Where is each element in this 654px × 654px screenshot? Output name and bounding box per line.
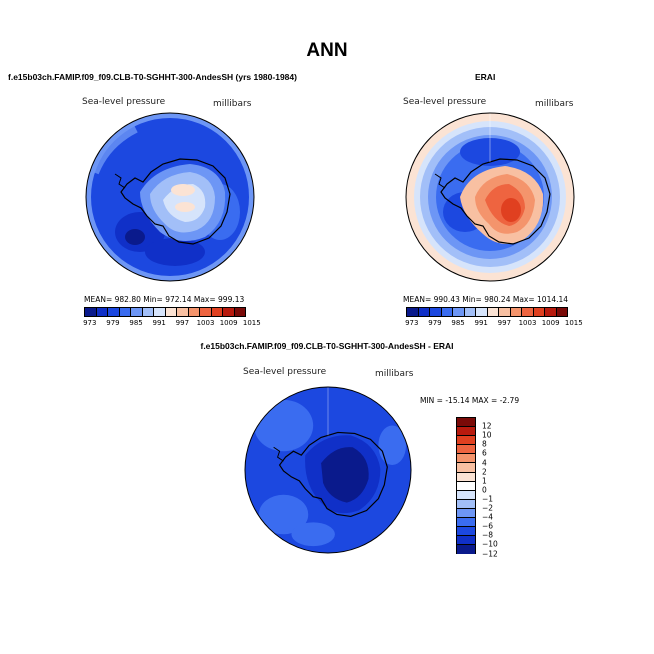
colorbar-tick-label: 8	[482, 439, 487, 449]
colorbar-tick-label: 2	[482, 467, 487, 477]
colorbar-tick-label: 985	[129, 319, 143, 327]
colorbar-tick-label: 979	[428, 319, 442, 327]
colorbar-tick-label: −2	[482, 503, 494, 513]
colorbar-tick-label: 1003	[196, 319, 215, 327]
colorbar-swatch	[545, 308, 557, 316]
model-colorbar	[84, 307, 246, 317]
colorbar-swatch	[522, 308, 534, 316]
colorbar-swatch	[510, 308, 522, 316]
colorbar-tick-label: 973	[405, 319, 419, 327]
colorbar-tick-label: −8	[482, 530, 494, 540]
colorbar-swatch	[457, 545, 475, 555]
diff-stats: MIN = -15.14 MAX = -2.79	[420, 396, 520, 405]
colorbar-swatch	[487, 308, 499, 316]
colorbar-swatch	[418, 308, 430, 316]
model-units-label: millibars	[213, 99, 252, 109]
colorbar-tick-label: −1	[482, 494, 494, 504]
colorbar-swatch	[457, 418, 475, 428]
colorbar-tick-label: 10	[482, 430, 492, 440]
obs-stats: MEAN= 990.43 Min= 980.24 Max= 1014.14	[403, 295, 569, 304]
colorbar-swatch	[96, 308, 108, 316]
colorbar-swatch	[457, 454, 475, 464]
colorbar-tick-label: 1	[482, 476, 487, 486]
colorbar-swatch	[457, 499, 475, 509]
diff-panel-title: f.e15b03ch.FAMIP.f09_f09.CLB-T0-SGHHT-30…	[200, 341, 454, 351]
colorbar-swatch	[142, 308, 154, 316]
colorbar-tick-label: 991	[152, 319, 166, 327]
colorbar-swatch	[211, 308, 223, 316]
colorbar-swatch	[131, 308, 143, 316]
colorbar-swatch	[499, 308, 511, 316]
colorbar-swatch	[476, 308, 488, 316]
colorbar-swatch	[457, 445, 475, 455]
colorbar-swatch	[430, 308, 442, 316]
diff-slp-map	[244, 386, 412, 554]
colorbar-swatch	[457, 481, 475, 491]
colorbar-tick-label: 1015	[242, 319, 261, 327]
colorbar-tick-label: 0	[482, 485, 487, 495]
colorbar-swatch	[165, 308, 177, 316]
colorbar-swatch	[457, 536, 475, 546]
colorbar-swatch	[457, 436, 475, 446]
colorbar-swatch	[533, 308, 545, 316]
colorbar-swatch	[108, 308, 120, 316]
colorbar-swatch	[200, 308, 212, 316]
obs-colorbar-labels: 973 979 985 991 997 1003 1009 1015	[405, 319, 583, 329]
diff-variable-label: Sea-level pressure	[243, 367, 327, 377]
colorbar-swatch	[234, 308, 245, 316]
model-stats: MEAN= 982.80 Min= 972.14 Max= 999.13	[84, 295, 245, 304]
colorbar-tick-label: −6	[482, 521, 494, 531]
colorbar-swatch	[457, 527, 475, 537]
colorbar-swatch	[457, 490, 475, 500]
colorbar-swatch	[457, 508, 475, 519]
colorbar-swatch	[457, 427, 475, 437]
obs-colorbar	[406, 307, 568, 317]
colorbar-tick-label: −4	[482, 512, 494, 522]
diff-coastline	[278, 431, 388, 518]
diff-colorbar	[456, 417, 476, 555]
obs-coastline	[440, 158, 551, 245]
colorbar-swatch	[457, 472, 475, 482]
colorbar-tick-label: 1009	[541, 319, 560, 327]
colorbar-swatch	[556, 308, 567, 316]
obs-units-label: millibars	[535, 99, 574, 109]
colorbar-tick-label: 1009	[219, 319, 238, 327]
colorbar-swatch	[223, 308, 235, 316]
colorbar-tick-label: 985	[451, 319, 465, 327]
colorbar-swatch	[188, 308, 200, 316]
colorbar-tick-label: 997	[497, 319, 512, 327]
model-panel-title: f.e15b03ch.FAMIP.f09_f09.CLB-T0-SGHHT-30…	[8, 72, 297, 82]
colorbar-swatch	[119, 308, 131, 316]
obs-variable-label: Sea-level pressure	[403, 97, 487, 107]
figure-title: ANN	[306, 40, 348, 61]
colorbar-swatch	[453, 308, 465, 316]
colorbar-tick-label: 973	[83, 319, 97, 327]
colorbar-swatch	[407, 308, 419, 316]
colorbar-tick-label: 979	[106, 319, 120, 327]
model-coastline	[120, 158, 231, 245]
colorbar-tick-label: 12	[482, 421, 492, 431]
model-variable-label: Sea-level pressure	[82, 97, 166, 107]
obs-slp-map	[405, 112, 575, 282]
diff-units-label: millibars	[375, 369, 414, 379]
colorbar-swatch	[441, 308, 453, 316]
colorbar-swatch	[154, 308, 166, 316]
colorbar-swatch	[464, 308, 476, 316]
colorbar-tick-label: 1003	[518, 319, 537, 327]
model-slp-map	[85, 112, 255, 282]
colorbar-tick-label: 991	[474, 319, 488, 327]
colorbar-swatch	[457, 518, 475, 528]
model-colorbar-labels: 973 979 985 991 997 1003 1009 1015	[83, 319, 261, 329]
colorbar-tick-label: 1015	[564, 319, 583, 327]
colorbar-tick-label: −12	[482, 549, 498, 558]
colorbar-swatch	[85, 308, 97, 316]
colorbar-tick-label: 4	[482, 458, 487, 467]
colorbar-tick-label: 997	[175, 319, 190, 327]
colorbar-swatch	[177, 308, 189, 316]
colorbar-tick-label: −10	[482, 539, 498, 549]
colorbar-tick-label: 6	[482, 448, 487, 458]
colorbar-swatch	[457, 463, 475, 473]
obs-panel-title: ERAI	[475, 72, 496, 82]
